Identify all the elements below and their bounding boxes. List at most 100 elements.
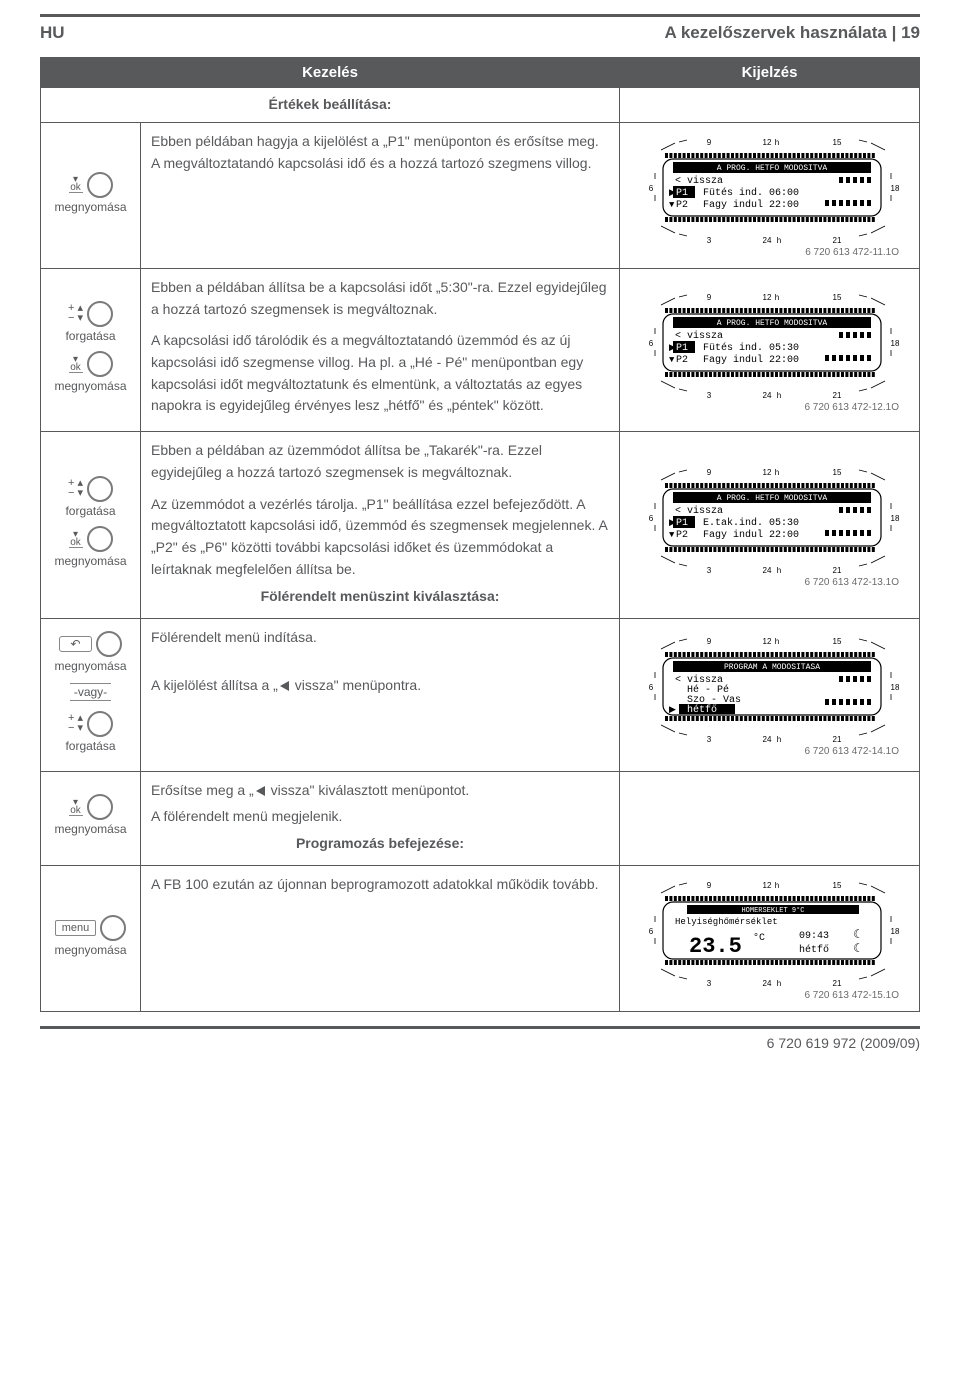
- svg-text:h: h: [777, 391, 781, 400]
- lcd-display: 9 12h 15 3 24h 21 6 18 PROGRAM A MODOSIT…: [639, 634, 909, 744]
- svg-text:3: 3: [707, 566, 712, 575]
- or-label: -vagy-: [70, 683, 111, 701]
- svg-text:3: 3: [707, 979, 712, 988]
- svg-text:▼: ▼: [669, 200, 675, 210]
- lcd-display: 9 12h 15 3 24h 21 6 18 A PROG. HETFO MOD…: [639, 135, 909, 245]
- display-cell: 9 12h 15 3 24h 21 6 18 A PROG. HETFO MOD…: [620, 269, 920, 432]
- press-label: megnyomása: [54, 554, 126, 568]
- svg-text:h: h: [777, 566, 781, 575]
- th-kezeles: Kezelés: [41, 58, 620, 88]
- svg-text:A PROG. HETFO MODOSITVA: A PROG. HETFO MODOSITVA: [717, 494, 828, 503]
- image-ref: 6 720 613 472-11.1O: [630, 247, 899, 258]
- svg-text:6: 6: [649, 683, 654, 692]
- svg-text:15: 15: [833, 468, 842, 477]
- svg-text:h: h: [777, 236, 781, 245]
- table-row: ▾ok megnyomása Erősítse meg a „ vissza" …: [41, 771, 920, 865]
- rotate-label: forgatása: [65, 739, 115, 753]
- description-cell: A FB 100 ezután az újonnan beprogramozot…: [141, 866, 620, 1012]
- knob-icon: [87, 301, 113, 327]
- svg-text:Fagy indul 22:00: Fagy indul 22:00: [703, 354, 799, 366]
- image-ref: 6 720 613 472-15.1O: [630, 990, 899, 1001]
- back-icon: ↶: [59, 636, 91, 652]
- svg-text:18: 18: [891, 339, 900, 348]
- svg-text:21: 21: [833, 979, 842, 988]
- svg-text:9: 9: [707, 138, 712, 147]
- svg-text:9: 9: [707, 881, 712, 890]
- subhead-row-1: Értékek beállítása:: [41, 88, 920, 123]
- table-header-row: Kezelés Kijelzés: [41, 58, 920, 88]
- lcd-display: 9 12h 15 3 24h 21 6 18 HOMERSEKLET 9°C H…: [639, 878, 909, 988]
- svg-text:3: 3: [707, 735, 712, 744]
- svg-text:24: 24: [763, 236, 772, 245]
- svg-text:▶: ▶: [669, 343, 676, 353]
- press-label: megnyomása: [54, 659, 126, 673]
- svg-text:P2: P2: [676, 355, 688, 366]
- knob-icon: [87, 794, 113, 820]
- svg-text:21: 21: [833, 236, 842, 245]
- svg-text:Fagy indul 22:00: Fagy indul 22:00: [703, 529, 799, 541]
- svg-text:9: 9: [707, 293, 712, 302]
- svg-text:▶: ▶: [669, 518, 676, 528]
- svg-text:HOMERSEKLET 9°C: HOMERSEKLET 9°C: [741, 906, 804, 915]
- description-cell: Erősítse meg a „ vissza" kiválasztott me…: [141, 771, 620, 865]
- header-title: A kezelőszervek használata: [664, 23, 886, 42]
- lcd-display: 9 12h 15 3 24h 21 6 18 A PROG. HETFO MOD…: [639, 465, 909, 575]
- control-cell: + ▴− ▾ forgatása ▾ok megnyomása: [41, 269, 141, 432]
- svg-text:Fütés ind. 05:30: Fütés ind. 05:30: [703, 342, 799, 354]
- page-number: 19: [901, 23, 920, 42]
- knob-icon: [87, 172, 113, 198]
- svg-text:E.tak.ind. 05:30: E.tak.ind. 05:30: [703, 517, 799, 529]
- svg-text:h: h: [775, 637, 779, 646]
- display-cell: 9 12h 15 3 24h 21 6 18 PROGRAM A MODOSIT…: [620, 618, 920, 771]
- display-cell: 9 12h 15 3 24h 21 6 18 A PROG. HETFO MOD…: [620, 432, 920, 619]
- svg-text:h: h: [775, 468, 779, 477]
- svg-text:18: 18: [891, 514, 900, 523]
- svg-text:3: 3: [707, 236, 712, 245]
- svg-text:☾: ☾: [853, 942, 864, 956]
- empty-cell: [620, 771, 920, 865]
- svg-text:< vissza: < vissza: [675, 330, 723, 342]
- svg-text:6: 6: [649, 339, 654, 348]
- menu-icon: menu: [55, 920, 97, 936]
- table-row: menu megnyomása A FB 100 ezután az újonn…: [41, 866, 920, 1012]
- rotate-label: forgatása: [65, 504, 115, 518]
- svg-text:18: 18: [891, 184, 900, 193]
- lcd-display: 9 12h 15 3 24h 21 6 18 A PROG. HETFO MOD…: [639, 290, 909, 400]
- svg-text:hétfő: hétfő: [799, 944, 829, 956]
- subhead-programming-end: Programozás befejezése:: [151, 833, 609, 855]
- image-ref: 6 720 613 472-14.1O: [630, 746, 899, 757]
- triangle-left-icon: [280, 681, 289, 691]
- subhead-values: Értékek beállítása:: [41, 88, 620, 123]
- instruction-table: Kezelés Kijelzés Értékek beállítása: ▾ok…: [40, 57, 920, 1012]
- svg-text:21: 21: [833, 391, 842, 400]
- svg-text:Helyiséghőmérséklet: Helyiséghőmérséklet: [675, 917, 778, 927]
- svg-text:15: 15: [833, 637, 842, 646]
- image-ref: 6 720 613 472-13.1O: [630, 577, 899, 588]
- svg-text:▼: ▼: [669, 530, 675, 540]
- svg-text:▶: ▶: [669, 705, 676, 715]
- svg-text:12: 12: [763, 138, 772, 147]
- svg-text:6: 6: [649, 927, 654, 936]
- knob-icon: [87, 351, 113, 377]
- svg-text:PROGRAM A MODOSITASA: PROGRAM A MODOSITASA: [724, 663, 820, 672]
- rotate-icon: + ▴− ▾: [68, 714, 83, 734]
- lang-code: HU: [40, 23, 65, 43]
- press-label: megnyomása: [54, 379, 126, 393]
- footer-ref: 6 720 619 972 (2009/09): [0, 1029, 960, 1063]
- knob-icon: [87, 476, 113, 502]
- control-cell: ▾ok megnyomása: [41, 771, 141, 865]
- ok-icon: ▾ok: [69, 799, 83, 816]
- table-row: + ▴− ▾ forgatása ▾ok megnyomása Ebben a …: [41, 432, 920, 619]
- knob-icon: [100, 915, 126, 941]
- svg-text:h: h: [775, 138, 779, 147]
- svg-text:6: 6: [649, 184, 654, 193]
- svg-text:hétfő: hétfő: [687, 704, 717, 716]
- svg-text:15: 15: [833, 293, 842, 302]
- svg-text:P1: P1: [676, 188, 688, 199]
- table-row: ↶ megnyomása -vagy- + ▴− ▾ forgatása Föl…: [41, 618, 920, 771]
- svg-text:12: 12: [763, 637, 772, 646]
- svg-text:18: 18: [891, 683, 900, 692]
- triangle-left-icon: [256, 786, 265, 796]
- rotate-icon: + ▴− ▾: [68, 304, 83, 324]
- svg-text:3: 3: [707, 391, 712, 400]
